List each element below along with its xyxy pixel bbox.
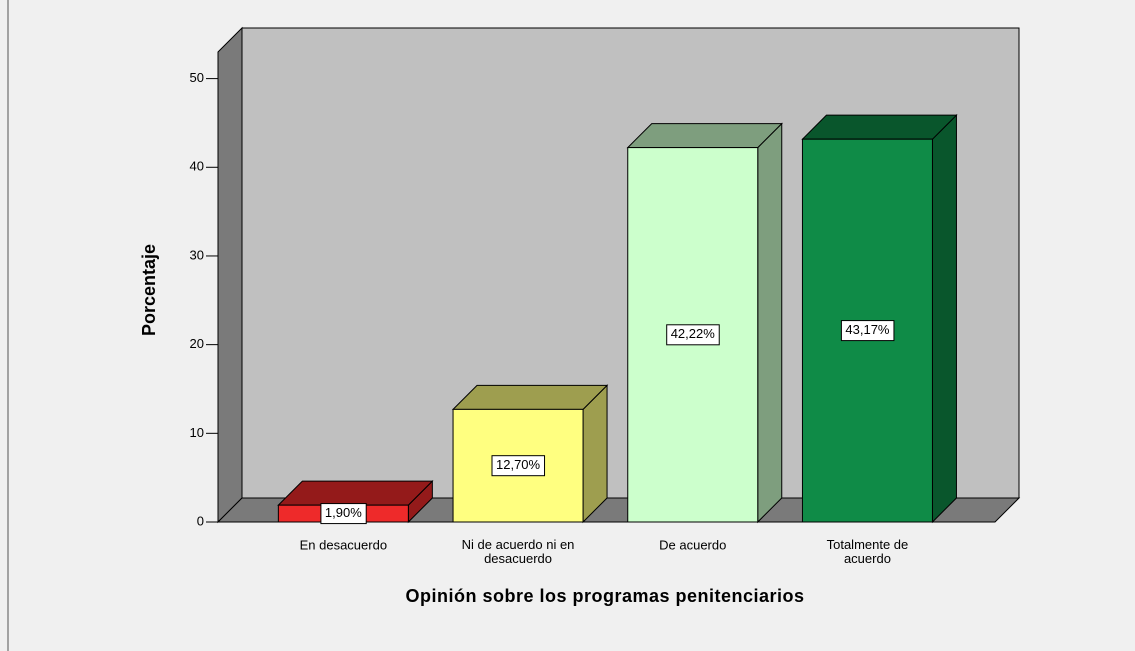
value-label: 43,17% [845,322,890,337]
bar-side [757,122,783,524]
y-tick-label: 0 [197,513,204,528]
x-tick-label: En desacuerdo [300,537,387,552]
bar-top [451,384,609,410]
x-axis-label: Opinión sobre los programas penitenciari… [405,586,804,606]
x-tick-label: De acuerdo [659,537,726,552]
bar-top [626,123,783,149]
value-label-box [840,320,895,342]
side-wall [217,26,243,524]
y-tick-label: 10 [190,425,204,440]
y-tick-label: 30 [190,247,204,262]
bar-top [277,480,434,506]
value-label-box [491,455,546,477]
bar-side [931,113,957,524]
value-label-box [320,503,367,525]
bar [626,122,783,524]
y-axis-label: Porcentaje [139,244,159,336]
x-tick-label: Totalmente de acuerdo [827,537,909,566]
bar-top [801,114,958,140]
value-label: 42,22% [671,326,716,341]
y-tick-label: 20 [190,336,204,351]
value-label: 12,70% [496,457,541,472]
bar [451,384,609,524]
value-label-box [666,324,720,346]
y-tick-label: 50 [190,70,204,85]
x-tick-label: Ni de acuerdo ni en desacuerdo [462,537,575,566]
y-tick-label: 40 [190,159,204,174]
value-label: 1,90% [325,505,362,520]
bar [801,113,958,524]
